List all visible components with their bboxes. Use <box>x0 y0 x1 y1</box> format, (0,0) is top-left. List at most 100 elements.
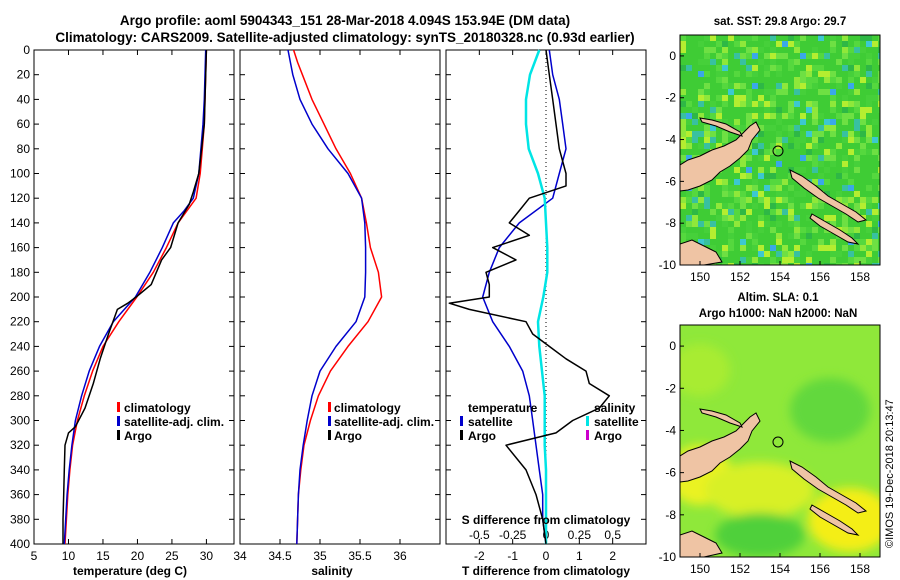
x-tick-label: 1 <box>576 549 583 563</box>
sst-pixel <box>728 227 734 233</box>
sst-pixel <box>866 71 872 77</box>
x-tick-label: 35 <box>313 549 327 563</box>
new-guinea-coast <box>680 121 761 192</box>
sst-pixel <box>836 191 842 197</box>
sst-pixel <box>812 245 818 251</box>
salinity-plot-frame <box>239 49 441 545</box>
temperature-plot-frame <box>33 49 235 545</box>
sst-pixel <box>866 245 872 251</box>
sst-pixel <box>878 89 880 95</box>
sst-pixel <box>740 191 746 197</box>
legend-s-argo-swatch <box>586 430 589 440</box>
depth-tick-label: 360 <box>10 488 30 502</box>
series-line-t-argo <box>448 49 611 545</box>
sst-pixel <box>728 83 734 89</box>
depth-tick-label: 220 <box>10 315 30 329</box>
sst-pixel <box>752 185 758 191</box>
map-lat-label: -8 <box>665 508 676 522</box>
sst-pixel <box>770 53 776 59</box>
sst-pixel <box>692 215 698 221</box>
sst-pixel <box>836 173 842 179</box>
sst-pixel <box>806 251 812 257</box>
sst-pixel <box>704 83 710 89</box>
sst-pixel <box>710 221 716 227</box>
sst-pixel <box>686 137 692 143</box>
sst-pixel <box>830 239 836 245</box>
legend-climatology: climatology <box>124 401 191 415</box>
sst-pixel <box>854 137 860 143</box>
sst-pixel <box>776 179 782 185</box>
sst-pixel <box>746 149 752 155</box>
sst-pixel <box>716 113 722 119</box>
new-britain-coast <box>789 460 868 514</box>
sst-pixel <box>866 137 872 143</box>
sst-pixel <box>728 191 734 197</box>
sst-pixel <box>686 65 692 71</box>
sst-pixel <box>722 185 728 191</box>
sst-pixel <box>866 197 872 203</box>
sst-pixel <box>782 179 788 185</box>
sst-pixel <box>848 71 854 77</box>
x-tick-label: 34.5 <box>268 549 292 563</box>
depth-tick-label: 240 <box>10 339 30 353</box>
sst-pixel <box>860 239 866 245</box>
sst-pixel <box>740 173 746 179</box>
sst-pixel <box>824 263 830 265</box>
legend-climatology-swatch <box>117 402 120 412</box>
sst-pixel <box>866 83 872 89</box>
sst-pixel <box>704 227 710 233</box>
sst-pixel <box>680 119 686 125</box>
sst-pixel <box>734 41 740 47</box>
map-lat-label: -10 <box>659 258 677 272</box>
map-lon-label: 152 <box>730 562 750 576</box>
sst-pixel <box>722 77 728 83</box>
sst-pixel <box>842 167 848 173</box>
sst-pixel <box>818 137 824 143</box>
sst-pixel <box>722 131 728 137</box>
sst-pixel <box>806 65 812 71</box>
sst-pixel <box>866 125 872 131</box>
sst-pixel <box>824 191 830 197</box>
sst-pixel <box>860 77 866 83</box>
sst-pixel <box>878 95 880 101</box>
sst-pixel <box>770 203 776 209</box>
sst-pixel <box>770 167 776 173</box>
sst-pixel <box>812 197 818 203</box>
sst-pixel <box>866 53 872 59</box>
sst-pixel <box>680 41 686 47</box>
sst-pixel <box>734 263 740 265</box>
sst-pixel <box>740 161 746 167</box>
sst-pixel <box>704 125 710 131</box>
sst-pixel <box>704 239 710 245</box>
sst-pixel <box>878 53 880 59</box>
imos-watermark: ©IMOS 19-Dec-2018 20:13:47 <box>884 399 896 548</box>
sst-pixel <box>818 53 824 59</box>
sst-pixel <box>686 191 692 197</box>
sst-pixel <box>776 71 782 77</box>
sst-pixel <box>734 167 740 173</box>
legend-argo: Argo <box>124 429 152 443</box>
sst-pixel <box>788 257 794 263</box>
sst-pixel <box>818 203 824 209</box>
x-tick-label: -1 <box>507 549 518 563</box>
sst-pixel <box>782 83 788 89</box>
sst-pixel <box>788 221 794 227</box>
sst-pixel <box>722 59 728 65</box>
sst-pixel <box>872 137 878 143</box>
sst-pixel <box>836 113 842 119</box>
sst-pixel <box>800 71 806 77</box>
sst-pixel <box>722 53 728 59</box>
sst-pixel <box>848 83 854 89</box>
sst-pixel <box>746 47 752 53</box>
x-tick-label: 5 <box>31 549 38 563</box>
sst-pixel <box>770 215 776 221</box>
sst-pixel <box>842 95 848 101</box>
sst-pixel <box>704 191 710 197</box>
sst-pixel <box>758 101 764 107</box>
sst-pixel <box>794 167 800 173</box>
sst-pixel <box>722 191 728 197</box>
sst-pixel <box>764 71 770 77</box>
depth-tick-label: 40 <box>17 92 31 106</box>
sst-pixel <box>794 101 800 107</box>
sst-pixel <box>716 215 722 221</box>
